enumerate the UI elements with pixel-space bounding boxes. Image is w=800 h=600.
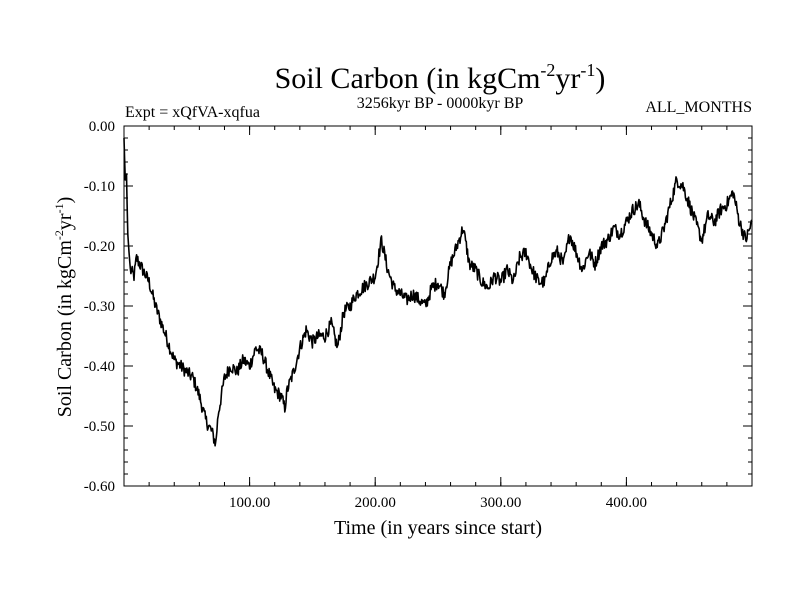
axes: 0.00 -0.10 -0.20 -0.30 -0.40 -0.50 -0.60 100.00… [84,119,753,511]
y-axis-label: Soil Carbon (in kgCm-2yr-1) [52,197,76,418]
series-line [123,137,753,447]
y-tick-label: -0.40 [84,359,115,375]
subtitle-center: 3256kyr BP - 0000kyr BP [357,95,524,112]
x-tick-label: 300.00 [480,495,521,511]
y-axis-label-main: Soil Carbon (in kgCm [54,240,76,418]
chart-title-end: ) [595,62,605,95]
chart-title-main: Soil Carbon (in kgCm [275,62,541,95]
chart-title-sup2: -1 [580,60,595,80]
y-tick-label: -0.50 [84,419,115,435]
x-tick-label: 200.00 [355,495,396,511]
chart-title: Soil Carbon (in kgCm-2yr-1) [275,60,606,95]
subtitle-right: ALL_MONTHS [645,99,752,116]
subtitle-left: Expt = xQfVA-xqfua [125,104,260,121]
y-tick-label: 0.00 [89,119,115,135]
chart-title-sup1: -2 [540,60,555,80]
y-tick-label: -0.30 [84,299,115,315]
y-tick-label: -0.10 [84,179,115,195]
x-tick-label: 100.00 [229,495,270,511]
y-axis-label-mid: yr [54,213,76,230]
y-axis-label-end: ) [54,197,76,204]
plot-frame [123,125,753,487]
y-tick-label: -0.60 [84,479,115,495]
y-tick-label: -0.20 [84,239,115,255]
data-layer [123,137,753,447]
x-axis-label: Time (in years since start) [334,517,542,539]
x-tick-label: 400.00 [606,495,647,511]
y-axis-label-sup1: -2 [52,230,66,240]
y-axis-label-sup2: -1 [52,203,66,213]
chart-title-mid: yr [555,62,580,95]
